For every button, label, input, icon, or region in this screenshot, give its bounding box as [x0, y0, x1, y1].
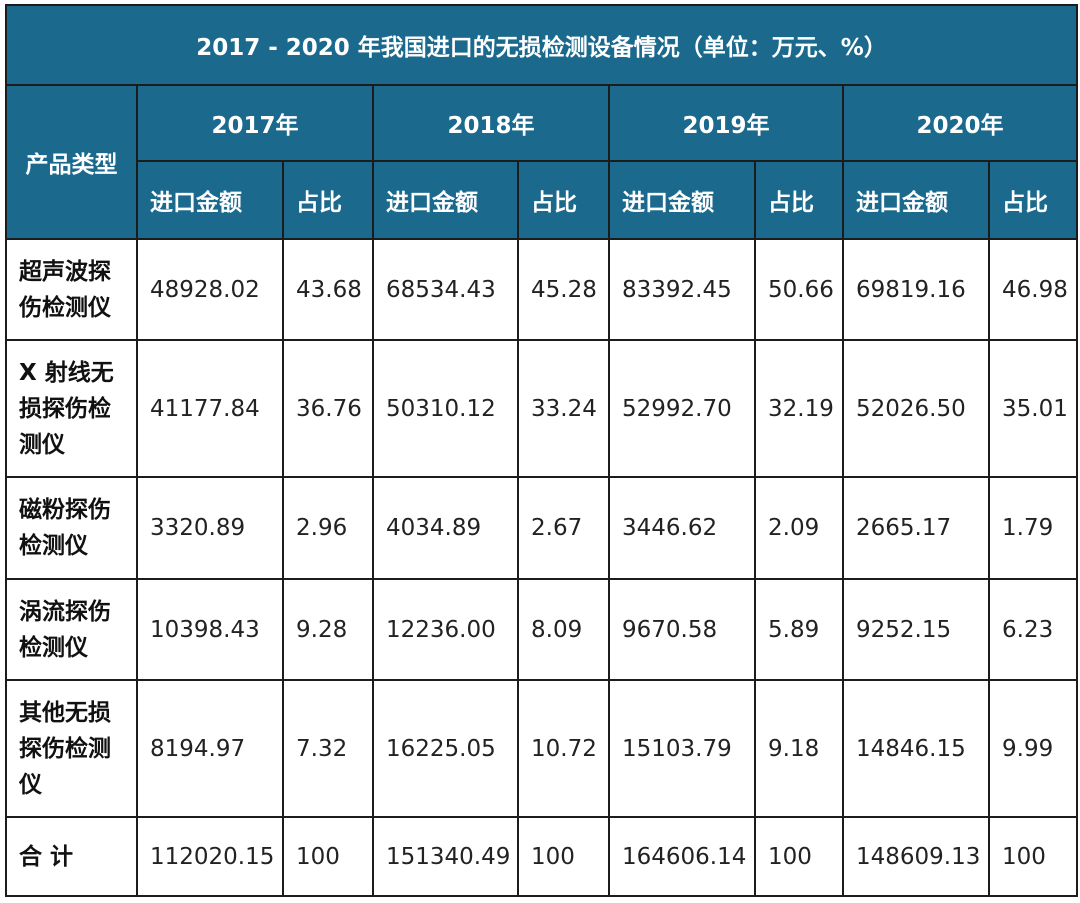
cell-amount-2019: 3446.62 — [608, 476, 756, 580]
row-label: X 射线无损探伤检测仪 — [5, 339, 138, 478]
cell-share-2018: 45.28 — [517, 238, 610, 341]
cell-amount-2018: 151340.49 — [372, 816, 519, 897]
amount-header-2017: 进口金额 — [136, 160, 284, 240]
cell-amount-2019: 15103.79 — [608, 679, 756, 818]
cell-share-2019: 100 — [754, 816, 844, 897]
product-type-header: 产品类型 — [5, 84, 138, 240]
year-header-row: 产品类型 2017年 2018年 2019年 2020年 — [5, 84, 1079, 240]
cell-share-2020: 35.01 — [987, 339, 1079, 478]
cell-share-2017: 9.28 — [282, 578, 374, 681]
share-header-2019: 占比 — [754, 160, 844, 240]
table-title: 2017 - 2020 年我国进口的无损检测设备情况（单位：万元、%） — [4, 4, 1079, 86]
row-label: 涡流探伤检测仪 — [5, 578, 138, 681]
amount-header-2019: 进口金额 — [608, 160, 756, 240]
cell-share-2019: 50.66 — [754, 238, 844, 341]
total-label: 合 计 — [5, 816, 138, 897]
cell-share-2020: 46.98 — [987, 238, 1079, 341]
cell-share-2018: 2.67 — [517, 476, 610, 580]
table-row: X 射线无损探伤检测仪 41177.84 36.76 50310.12 33.2… — [5, 339, 1079, 478]
cell-share-2017: 2.96 — [282, 476, 374, 580]
year-header-2020: 2020年 — [841, 84, 1079, 162]
table-row: 涡流探伤检测仪 10398.43 9.28 12236.00 8.09 9670… — [5, 578, 1079, 681]
cell-amount-2017: 10398.43 — [136, 578, 284, 681]
cell-amount-2018: 4034.89 — [372, 476, 519, 580]
cell-share-2017: 100 — [282, 816, 374, 897]
sub-header-row: 进口金额 占比 进口金额 占比 进口金额 占比 进口金额 占比 — [6, 160, 1079, 240]
cell-amount-2018: 12236.00 — [372, 578, 519, 681]
year-header-2017: 2017年 — [136, 84, 374, 162]
cell-amount-2017: 48928.02 — [136, 238, 284, 341]
cell-share-2020: 6.23 — [987, 578, 1079, 681]
cell-share-2017: 7.32 — [282, 679, 374, 818]
amount-header-2020: 进口金额 — [842, 160, 990, 240]
year-header-2018: 2018年 — [372, 84, 610, 162]
share-header-2018: 占比 — [517, 160, 610, 240]
cell-share-2018: 100 — [517, 816, 610, 897]
cell-amount-2017: 41177.84 — [136, 339, 284, 478]
cell-share-2018: 8.09 — [517, 578, 610, 681]
cell-amount-2018: 50310.12 — [372, 339, 519, 478]
row-label: 其他无损探伤检测仪 — [5, 679, 138, 818]
share-header-2017: 占比 — [282, 160, 374, 240]
cell-share-2020: 100 — [987, 816, 1079, 897]
amount-header-2018: 进口金额 — [372, 160, 519, 240]
cell-amount-2019: 9670.58 — [608, 578, 756, 681]
cell-amount-2017: 3320.89 — [136, 476, 284, 580]
cell-amount-2018: 68534.43 — [372, 238, 519, 341]
cell-amount-2019: 52992.70 — [608, 339, 756, 478]
cell-amount-2020: 14846.15 — [842, 679, 990, 818]
import-table-container: 2017 - 2020 年我国进口的无损检测设备情况（单位：万元、%） 产品类型… — [4, 4, 1079, 897]
cell-share-2020: 9.99 — [987, 679, 1079, 818]
cell-share-2020: 1.79 — [987, 476, 1079, 580]
cell-amount-2019: 83392.45 — [608, 238, 756, 341]
cell-share-2017: 43.68 — [282, 238, 374, 341]
cell-amount-2017: 112020.15 — [136, 816, 284, 897]
table-row: 磁粉探伤检测仪 3320.89 2.96 4034.89 2.67 3446.6… — [5, 476, 1079, 580]
cell-share-2019: 32.19 — [754, 339, 844, 478]
share-header-2020: 占比 — [987, 160, 1079, 240]
cell-share-2019: 9.18 — [754, 679, 844, 818]
cell-share-2017: 36.76 — [282, 339, 374, 478]
cell-amount-2018: 16225.05 — [372, 679, 519, 818]
row-label: 磁粉探伤检测仪 — [5, 476, 138, 580]
cell-share-2019: 2.09 — [754, 476, 844, 580]
year-header-2019: 2019年 — [608, 84, 844, 162]
table-row: 超声波探伤检测仪 48928.02 43.68 68534.43 45.28 8… — [5, 238, 1079, 341]
cell-amount-2020: 148609.13 — [842, 816, 990, 897]
cell-share-2019: 5.89 — [754, 578, 844, 681]
cell-amount-2019: 164606.14 — [608, 816, 756, 897]
cell-share-2018: 10.72 — [517, 679, 610, 818]
cell-amount-2020: 2665.17 — [842, 476, 990, 580]
cell-amount-2020: 69819.16 — [842, 238, 990, 341]
cell-amount-2017: 8194.97 — [136, 679, 284, 818]
cell-amount-2020: 52026.50 — [842, 339, 990, 478]
table-row: 其他无损探伤检测仪 8194.97 7.32 16225.05 10.72 15… — [5, 679, 1079, 818]
row-label: 超声波探伤检测仪 — [5, 238, 138, 341]
title-row: 2017 - 2020 年我国进口的无损检测设备情况（单位：万元、%） — [4, 4, 1079, 86]
import-equipment-table: 2017 - 2020 年我国进口的无损检测设备情况（单位：万元、%） 产品类型… — [4, 4, 1079, 897]
cell-share-2018: 33.24 — [517, 339, 610, 478]
total-row: 合 计 112020.15 100 151340.49 100 164606.1… — [5, 816, 1079, 897]
cell-amount-2020: 9252.15 — [842, 578, 990, 681]
